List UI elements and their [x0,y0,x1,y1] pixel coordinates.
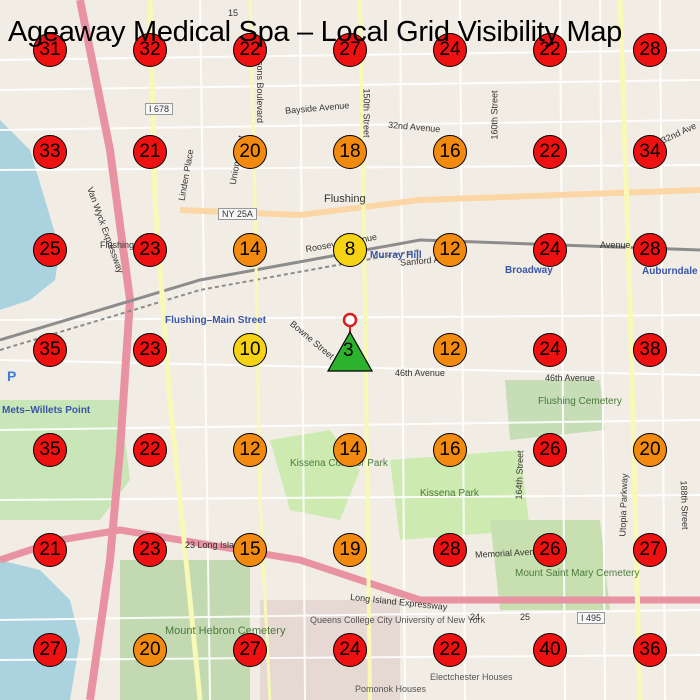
rank-marker[interactable]: 23 [133,233,167,267]
rank-marker[interactable]: 23 [133,333,167,367]
rank-marker[interactable]: 23 [133,533,167,567]
label-exit-25: 25 [520,612,531,622]
rank-marker[interactable]: 36 [633,633,667,667]
rank-marker[interactable]: 26 [533,533,567,567]
rank-marker[interactable]: 22 [133,433,167,467]
rank-marker[interactable]: 21 [33,533,67,567]
label-electchester-houses: Electchester Houses [430,672,513,682]
label-avenue: Avenue [600,240,631,250]
location-pin-icon [342,312,358,328]
label-mets-willets-point: Mets–Willets Point [2,405,91,416]
map-title: Ageaway Medical Spa – Local Grid Visibil… [8,16,623,48]
rank-marker[interactable]: 40 [533,633,567,667]
label-160th-street: 160th Street [489,90,500,140]
rank-marker[interactable]: 22 [233,33,267,67]
rank-marker[interactable]: 27 [233,633,267,667]
rank-marker[interactable]: 22 [533,135,567,169]
rank-marker[interactable]: 24 [533,333,567,367]
label-flushing-cemetery: Flushing Cemetery [538,396,622,407]
rank-marker[interactable]: 24 [333,633,367,667]
rank-marker[interactable]: 27 [33,633,67,667]
label-flushing-bridge: Flushing Bridge [100,240,163,250]
rank-marker[interactable]: 35 [33,333,67,367]
rank-marker[interactable]: 22 [433,633,467,667]
label-pomonok-houses: Pomonok Houses [355,684,427,694]
rank-marker[interactable]: 31 [33,33,67,67]
label-mount-saint-mary-cemetery: Mount Saint Mary Cemetery [515,568,640,579]
rank-marker[interactable]: 25 [33,233,67,267]
rank-marker[interactable]: 21 [133,135,167,169]
rank-marker[interactable]: 19 [333,533,367,567]
label-long-island-23: 23 Long Island [185,540,245,550]
rank-marker[interactable]: 26 [533,433,567,467]
rank-marker[interactable]: 18 [333,135,367,169]
rank-marker[interactable]: 12 [433,333,467,367]
label-flushing-main-street: Flushing–Main Street [165,315,267,326]
rank-marker[interactable]: 12 [233,433,267,467]
business-location[interactable] [320,305,380,395]
label-exit-24: 24 [470,612,481,622]
shield-ny25a: NY 25A [218,208,257,220]
rank-marker[interactable]: 28 [633,233,667,267]
rank-marker[interactable]: 8 [333,233,367,267]
shield-i495: I 495 [577,612,606,624]
rank-marker[interactable]: 12 [433,233,467,267]
rank-marker[interactable]: 28 [433,533,467,567]
label-route-15: 15 [228,8,239,18]
label-46th-avenue: 46th Avenue [395,368,445,378]
rank-marker[interactable]: 28 [633,33,667,67]
rank-marker[interactable]: 14 [333,433,367,467]
rank-marker[interactable]: 10 [233,333,267,367]
rank-marker[interactable]: 22 [533,33,567,67]
rank-marker[interactable]: 33 [33,135,67,169]
shield-i678: I 678 [145,103,174,115]
rank-marker[interactable]: 24 [433,33,467,67]
label-kissena-corridor-park: Kissena Corridor Park [290,458,388,469]
rank-marker[interactable]: 24 [533,233,567,267]
label-188th-street: 188th Street [678,480,691,530]
rank-marker[interactable]: 35 [33,433,67,467]
rank-marker[interactable]: 27 [333,33,367,67]
label-46th-avenue-east: 46th Avenue [545,373,595,383]
label-150th-street: 150th Street [361,88,372,138]
rank-marker[interactable]: 34 [633,135,667,169]
rank-marker[interactable]: 14 [233,233,267,267]
center-rank-value: 3 [343,340,354,361]
parking-sign: P [7,368,17,384]
rank-marker[interactable]: 15 [233,533,267,567]
rank-marker[interactable]: 16 [433,433,467,467]
rank-marker[interactable]: 38 [633,333,667,367]
label-murray-hill: Murray Hill [370,250,422,261]
rank-marker[interactable]: 20 [233,135,267,169]
center-rank-triangle [326,330,374,372]
label-queens-college: Queens College City University of New Yo… [310,615,486,625]
label-164th-street: 164th Street [513,450,526,500]
label-mount-hebron-cemetery: Mount Hebron Cemetery [165,625,286,637]
rank-marker[interactable]: 27 [633,533,667,567]
label-broadway: Broadway [505,265,553,276]
label-auburndale: Auburndale [642,266,698,277]
rank-marker[interactable]: 32 [133,33,167,67]
label-kissena-park: Kissena Park [420,488,479,499]
label-flushing: Flushing [324,193,366,205]
rank-marker[interactable]: 20 [133,633,167,667]
rank-marker[interactable]: 20 [633,433,667,467]
rank-marker[interactable]: 16 [433,135,467,169]
